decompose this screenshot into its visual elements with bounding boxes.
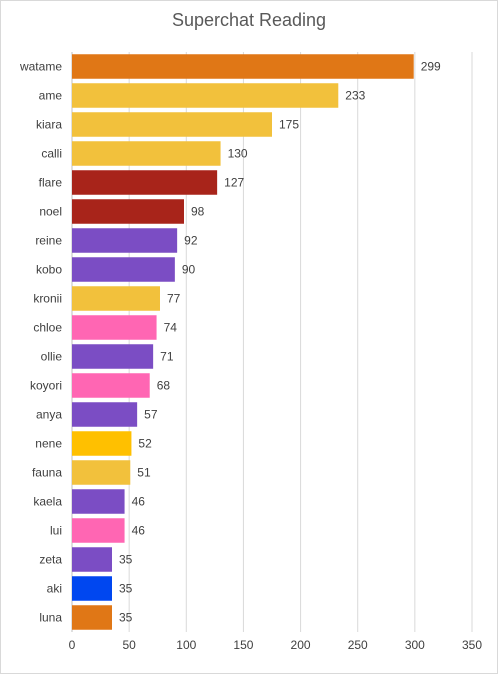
- category-label: kronii: [33, 292, 62, 306]
- x-tick-label: 350: [462, 638, 482, 652]
- x-tick-label: 100: [176, 638, 196, 652]
- category-label: koyori: [30, 379, 62, 393]
- category-label: anya: [36, 408, 62, 422]
- bar: [72, 402, 138, 427]
- bar: [72, 199, 184, 224]
- bar: [72, 286, 160, 311]
- data-label: 71: [160, 350, 174, 364]
- category-label: luna: [39, 611, 62, 625]
- bar: [72, 518, 125, 543]
- bar: [72, 489, 125, 514]
- category-label: lui: [50, 524, 62, 538]
- bar: [72, 141, 221, 166]
- category-label: flare: [39, 176, 63, 190]
- data-label: 299: [421, 60, 441, 74]
- data-label: 35: [119, 582, 133, 596]
- data-label: 127: [224, 176, 244, 190]
- bar: [72, 344, 154, 369]
- bar: [72, 431, 132, 456]
- data-label: 57: [144, 408, 158, 422]
- bar: [72, 170, 218, 195]
- category-label: fauna: [32, 466, 62, 480]
- category-label: reine: [35, 234, 62, 248]
- bar: [72, 576, 112, 601]
- data-label: 46: [132, 495, 146, 509]
- data-label: 175: [279, 118, 299, 132]
- data-label: 35: [119, 611, 133, 625]
- bar: [72, 605, 112, 630]
- data-label: 46: [132, 524, 146, 538]
- bar: [72, 547, 112, 572]
- category-label: chloe: [33, 321, 62, 335]
- bar: [72, 315, 157, 340]
- category-label: kiara: [36, 118, 62, 132]
- category-label: calli: [41, 147, 62, 161]
- data-label: 90: [182, 263, 196, 277]
- category-label: zeta: [39, 553, 62, 567]
- data-label: 233: [345, 89, 365, 103]
- bar: [72, 54, 414, 79]
- x-tick-label: 250: [348, 638, 368, 652]
- data-label: 51: [137, 466, 151, 480]
- category-label: aki: [47, 582, 62, 596]
- data-label: 77: [167, 292, 181, 306]
- data-label: 52: [138, 437, 152, 451]
- data-label: 35: [119, 553, 133, 567]
- category-label: kaela: [33, 495, 62, 509]
- bar: [72, 460, 131, 485]
- category-label: kobo: [36, 263, 62, 277]
- chart-title: Superchat Reading: [171, 10, 327, 30]
- bar: [72, 112, 272, 137]
- category-label: ame: [39, 89, 63, 103]
- category-label: ollie: [41, 350, 63, 364]
- x-tick-label: 0: [69, 638, 76, 652]
- category-label: watame: [19, 60, 62, 74]
- x-tick-label: 150: [233, 638, 253, 652]
- bar: [72, 373, 150, 398]
- category-label: noel: [39, 205, 62, 219]
- data-label: 130: [228, 147, 248, 161]
- x-tick-label: 200: [291, 638, 311, 652]
- bar: [72, 257, 175, 282]
- x-tick-label: 300: [405, 638, 425, 652]
- category-label: nene: [35, 437, 62, 451]
- data-label: 98: [191, 205, 205, 219]
- data-label: 68: [157, 379, 171, 393]
- bar: [72, 83, 339, 108]
- data-label: 92: [184, 234, 198, 248]
- data-label: 74: [164, 321, 178, 335]
- bar: [72, 228, 178, 253]
- x-tick-label: 50: [122, 638, 136, 652]
